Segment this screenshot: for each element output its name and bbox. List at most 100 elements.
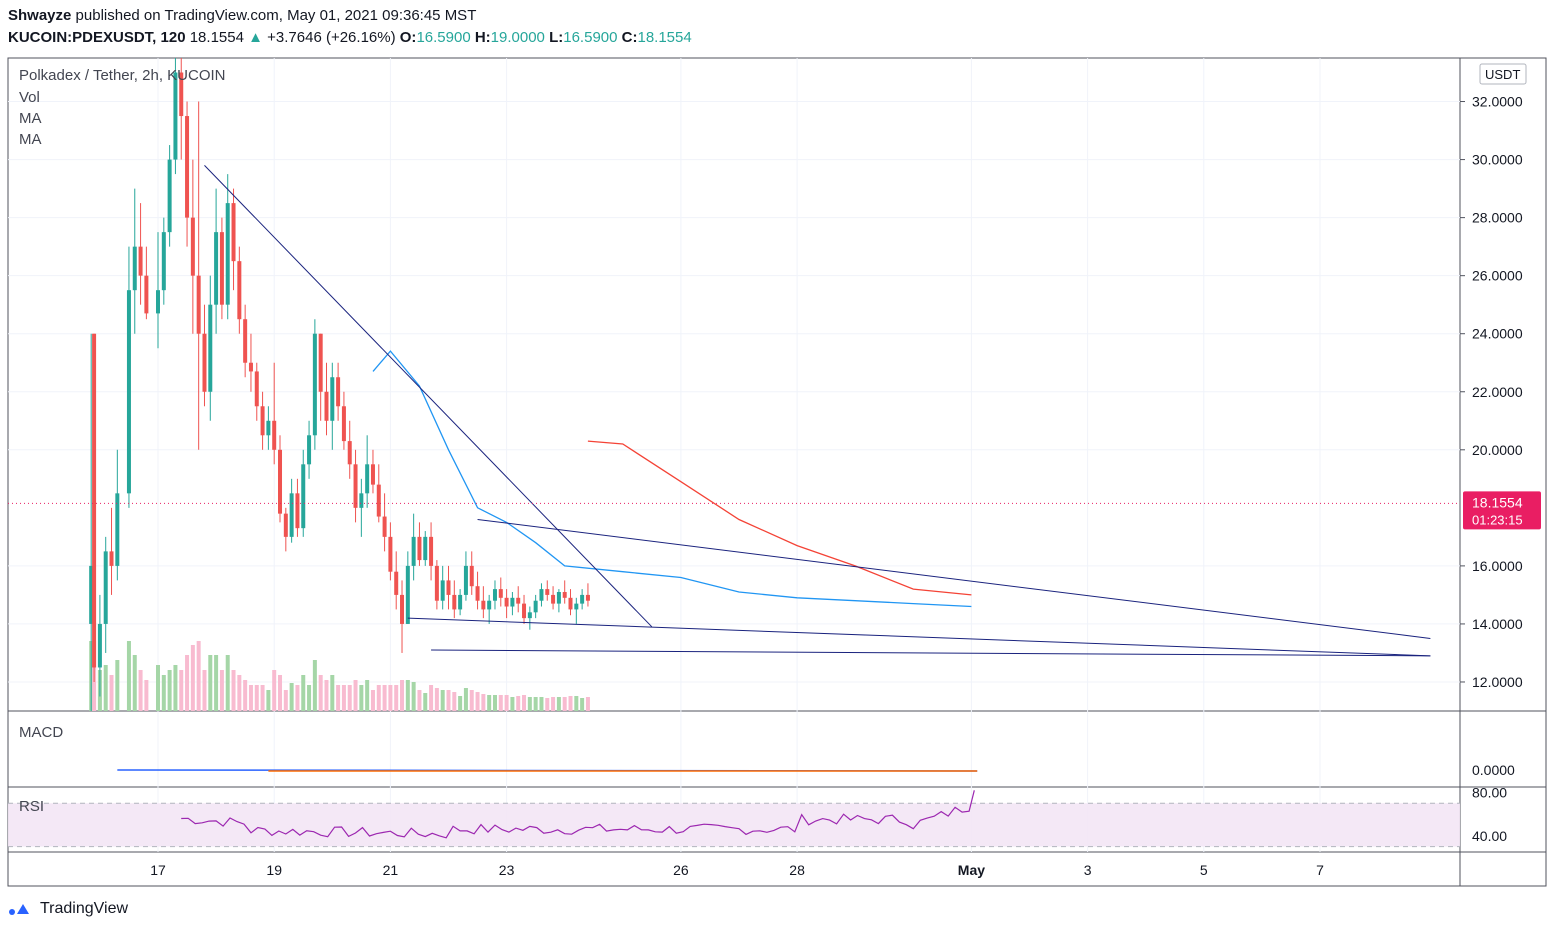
candle-body xyxy=(510,597,515,607)
change-arrow-icon: ▲ xyxy=(248,29,263,46)
time-tick-label: 19 xyxy=(266,862,282,878)
volume-bar xyxy=(440,690,445,711)
candle-body xyxy=(330,377,335,421)
candle-body xyxy=(318,333,323,392)
candle-body xyxy=(307,435,312,465)
legend-rsi[interactable]: RSI xyxy=(19,798,45,815)
candle-body xyxy=(463,565,468,595)
candle-body xyxy=(440,580,445,601)
ma-slow-line xyxy=(587,440,972,596)
candle-body xyxy=(161,232,166,291)
candle-body xyxy=(243,319,248,363)
legend-macd[interactable]: MACD xyxy=(19,724,64,741)
candle-body xyxy=(452,594,457,610)
candle-body xyxy=(574,603,579,610)
candle-body xyxy=(214,232,219,305)
volume-bar xyxy=(458,696,463,711)
candle-body xyxy=(219,232,224,305)
rsi-line xyxy=(181,790,975,839)
open-label: O: xyxy=(399,29,417,46)
time-tick-label: 28 xyxy=(789,862,805,878)
volume-bar xyxy=(312,660,317,711)
candle-body xyxy=(580,594,585,604)
countdown-label: 01:23:15 xyxy=(1472,512,1523,527)
candle-body xyxy=(266,420,271,436)
volume-bar xyxy=(574,696,579,711)
legend-ma-fast[interactable]: MA xyxy=(19,110,42,127)
volume-bar xyxy=(179,670,184,711)
volume-bar xyxy=(481,694,486,711)
volume-bar xyxy=(556,697,561,711)
volume-bar xyxy=(400,680,405,711)
candle-body xyxy=(231,203,236,262)
price-tick-label: 24.0000 xyxy=(1472,326,1523,342)
volume-bar xyxy=(504,695,509,711)
candle-body xyxy=(336,377,341,407)
candle-body xyxy=(359,493,364,508)
candle-body xyxy=(156,290,160,314)
volume-bar xyxy=(132,655,137,711)
rsi-tick-label: 80.00 xyxy=(1472,784,1507,800)
candle-body xyxy=(527,612,532,619)
candle-body xyxy=(283,513,288,537)
volume-bar xyxy=(510,697,515,711)
price-tick-label: 14.0000 xyxy=(1472,616,1523,632)
volume-bar xyxy=(260,685,265,711)
ma-fast-line xyxy=(372,350,972,608)
price-tick-label: 28.0000 xyxy=(1472,210,1523,226)
volume-bar xyxy=(173,665,178,711)
volume-bar xyxy=(370,690,375,711)
candle-body xyxy=(458,594,463,610)
legend-ma-slow[interactable]: MA xyxy=(19,131,42,148)
candle-body xyxy=(103,551,108,624)
candle-body xyxy=(388,536,393,572)
price-tick-label: 12.0000 xyxy=(1472,674,1523,690)
symbol-name: KUCOIN:PDEXUSDT, 120 xyxy=(8,29,186,46)
publish-info: Shwayze published on TradingView.com, Ma… xyxy=(8,7,476,24)
volume-bar xyxy=(126,641,131,711)
candle-body xyxy=(504,597,509,607)
volume-bar xyxy=(202,670,207,711)
volume-bar xyxy=(144,680,149,711)
candle-body xyxy=(202,333,207,392)
volume-bar xyxy=(307,685,312,711)
candle-body xyxy=(539,589,544,601)
volume-bar xyxy=(237,675,242,711)
volume-bar xyxy=(545,698,550,711)
candle-body xyxy=(89,565,94,624)
volume-bar xyxy=(580,698,585,711)
volume-bar xyxy=(365,680,370,711)
trendline xyxy=(477,518,1431,639)
candle-body xyxy=(173,72,178,160)
volume-bar xyxy=(359,685,364,711)
volume-bar xyxy=(551,697,556,711)
candle-body xyxy=(347,441,352,465)
price-tick-label: 30.0000 xyxy=(1472,152,1523,168)
time-tick-label: 21 xyxy=(383,862,399,878)
volume-bar xyxy=(330,675,335,711)
candle-body xyxy=(341,406,346,442)
volume-bar xyxy=(446,690,451,711)
candle-body xyxy=(533,600,538,613)
candle-body xyxy=(260,406,265,436)
volume-bar xyxy=(185,655,190,711)
tradingview-logo-icon xyxy=(9,904,29,915)
candle-body xyxy=(475,586,480,601)
volume-bar xyxy=(562,697,567,711)
legend-vol[interactable]: Vol xyxy=(19,89,40,106)
chart-frame xyxy=(7,57,1547,887)
publisher-name: Shwayze xyxy=(8,7,72,24)
price-change: +3.7646 (+26.16%) xyxy=(267,29,396,46)
time-tick-label: May xyxy=(958,862,985,878)
candle-body xyxy=(551,594,556,604)
footer-brand[interactable]: TradingView xyxy=(8,900,128,918)
candle-body xyxy=(132,246,137,291)
volume-bar xyxy=(341,685,346,711)
symbol-info: KUCOIN:PDEXUSDT, 120 18.1554 ▲ +3.7646 (… xyxy=(8,29,692,46)
candle-body xyxy=(248,362,253,372)
volume-bar xyxy=(190,645,195,711)
candle-body xyxy=(109,551,114,566)
candle-body xyxy=(312,333,317,436)
trendline xyxy=(204,165,653,628)
